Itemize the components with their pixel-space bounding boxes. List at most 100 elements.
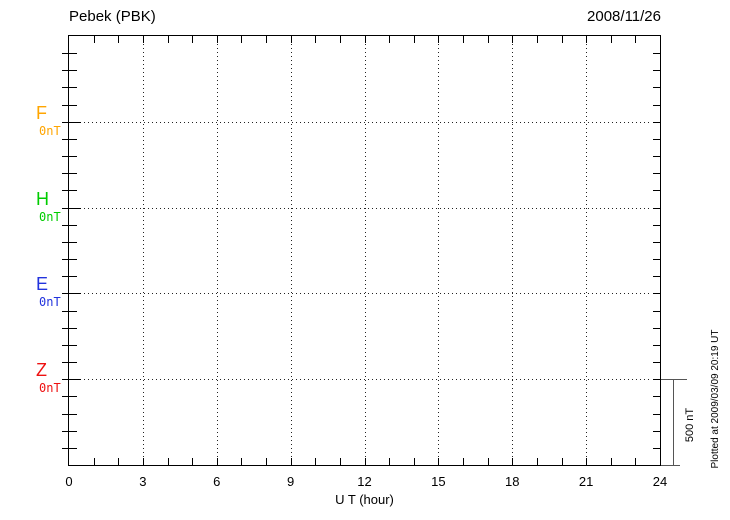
chart-title: Pebek (PBK) [69,8,156,25]
y-tick-left [62,362,77,364]
hour-tick-bottom [315,458,317,465]
y-tick-left [62,138,77,140]
hour-tick-bottom [192,458,194,465]
y-tick-right [653,379,660,381]
channel-baseline-value-z: 0nT [39,381,61,396]
y-tick-left [62,173,77,175]
hour-tick-top [93,36,95,43]
x-tick-label: 12 [357,474,372,489]
hour-tick-top [438,36,440,43]
y-tick-left [62,396,77,398]
hour-tick-top [192,36,194,43]
channel-label-f: F [36,102,47,123]
y-tick-left [62,413,77,415]
hour-tick-bottom [364,458,366,465]
x-axis-label: U T (hour) [335,492,394,507]
y-tick-right [653,293,660,295]
hour-tick-bottom [561,458,563,465]
hour-tick-top [413,36,415,43]
hour-tick-bottom [241,458,243,465]
y-tick-right [653,173,660,175]
y-tick-right [653,104,660,106]
hour-tick-top [118,36,120,43]
baseline-gridline-z [80,379,652,381]
y-tick-right [653,430,660,432]
hour-tick-top [463,36,464,43]
hour-tick-top [241,36,243,43]
hour-tick-top [167,36,169,43]
y-tick-right [653,344,660,346]
y-tick-left [62,293,81,295]
hour-tick-bottom [290,458,292,465]
x-tick-label: 18 [505,474,520,489]
y-tick-right [653,224,660,226]
hour-tick-bottom [413,458,415,465]
y-tick-left [62,327,77,329]
y-tick-left [62,259,77,261]
scale-bar-bottom-cap [661,465,680,466]
hour-tick-top [290,36,292,43]
hour-tick-bottom [142,458,144,465]
hour-tick-top [635,36,637,43]
hour-tick-bottom [610,458,612,465]
channel-label-e: E [36,274,49,295]
y-tick-right [653,190,660,192]
hour-tick-top [339,36,341,43]
hour-tick-bottom [167,458,169,465]
y-tick-left [62,87,77,89]
hour-tick-top [610,36,612,43]
hour-tick-top [142,36,144,43]
grid-line-vertical [364,44,366,458]
y-tick-left [62,430,77,432]
hour-tick-top [315,36,317,43]
scale-bar-label: 500 nT [684,407,696,443]
y-tick-right [653,207,660,209]
hour-tick-top [561,36,563,43]
y-tick-right [653,413,660,415]
x-tick-label: 6 [213,474,221,489]
hour-tick-top [364,36,366,43]
y-tick-left [62,104,77,106]
y-tick-right [653,156,660,158]
hour-tick-bottom [389,458,391,465]
x-tick-label: 3 [139,474,147,489]
y-tick-left [62,379,81,381]
grid-line-vertical [142,44,144,458]
hour-tick-top [216,36,218,43]
y-tick-right [653,138,660,140]
hour-tick-top [487,36,489,43]
baseline-gridline-h [80,207,652,209]
x-tick-label: 24 [652,474,668,489]
scale-bar-top-cap [661,379,687,380]
y-tick-left [62,310,77,312]
y-tick-left [62,447,77,449]
x-tick-label: 15 [431,474,446,489]
y-tick-right [653,396,660,398]
y-tick-right [653,87,660,89]
y-tick-right [653,121,660,123]
scale-bar-line [673,379,674,466]
hour-tick-bottom [438,458,440,465]
grid-line-vertical [586,44,588,458]
hour-tick-bottom [266,458,267,465]
hour-tick-top [586,36,588,43]
x-tick-label: 0 [65,474,73,489]
grid-line-vertical [512,44,514,458]
hour-tick-bottom [536,458,538,465]
hour-tick-bottom [586,458,588,465]
y-tick-right [653,310,660,312]
hour-tick-top [266,36,267,43]
hour-tick-top [536,36,538,43]
y-tick-left [62,156,77,158]
plot-area [62,35,661,466]
baseline-gridline-f [80,121,652,123]
y-tick-left [62,70,77,72]
channel-baseline-value-h: 0nT [39,209,61,224]
y-tick-right [653,362,660,364]
x-tick-label: 21 [578,474,594,489]
baseline-gridline-e [80,293,652,295]
plotted-at-note: Plotted at 2009/03/09 20:19 UT [710,329,721,469]
hour-tick-top [512,36,514,43]
hour-tick-top [389,36,391,43]
